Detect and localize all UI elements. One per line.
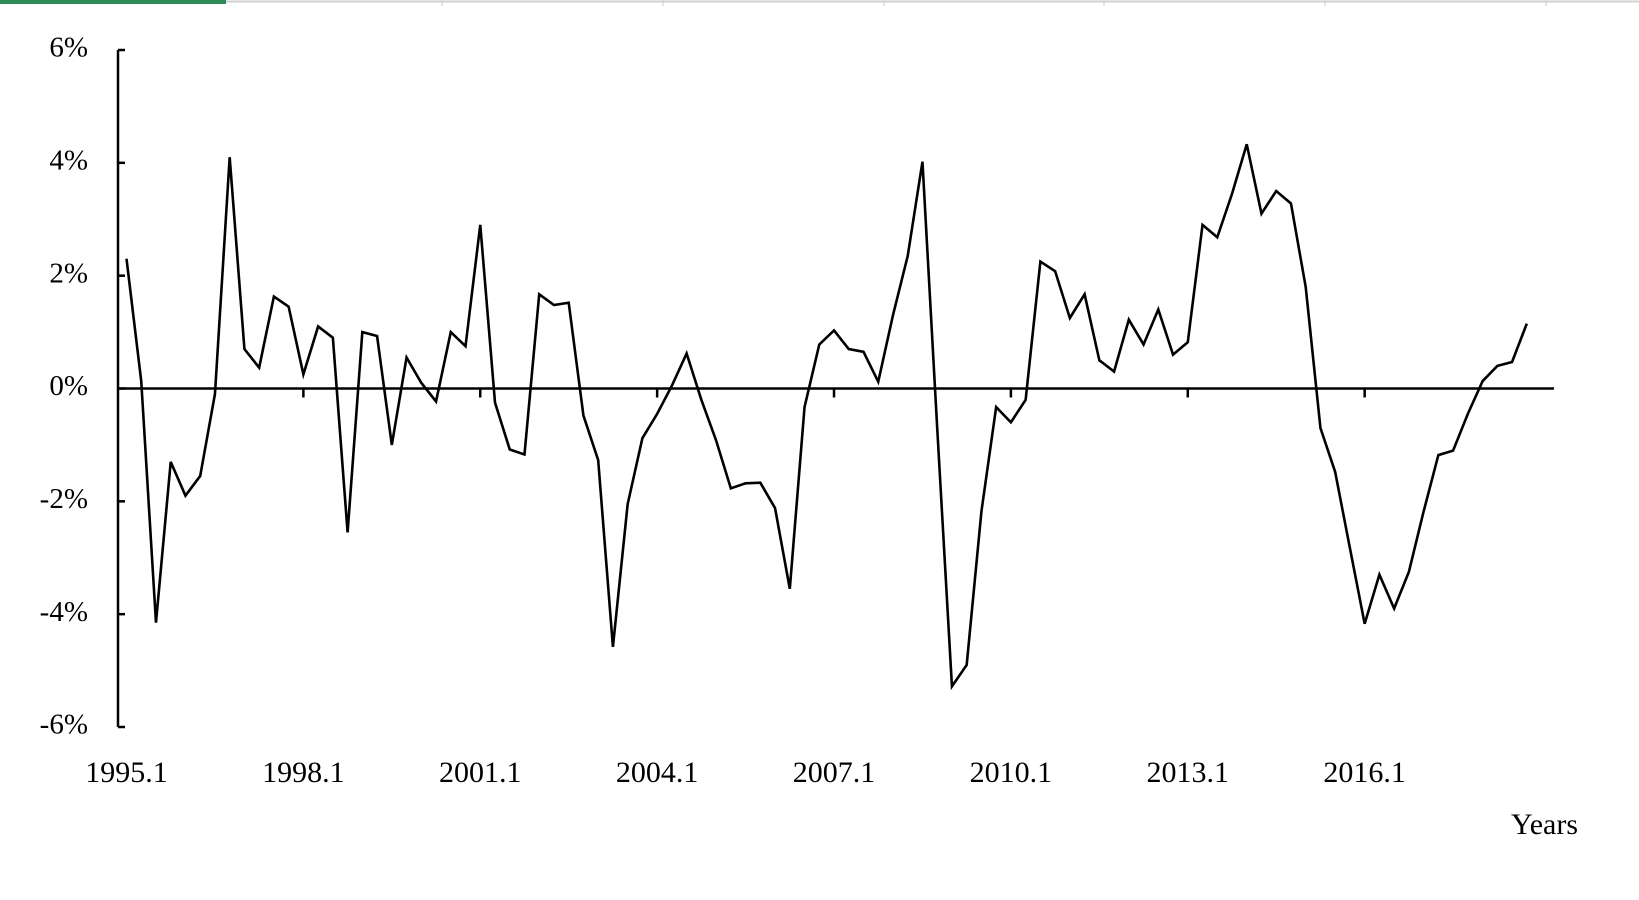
y-tick-label: 0% <box>49 370 88 402</box>
x-tick-label: 2016.1 <box>1323 756 1406 789</box>
y-tick-label: -2% <box>40 483 88 515</box>
x-axis-title: Years <box>1511 808 1578 841</box>
y-tick-label: 4% <box>49 144 88 176</box>
x-tick-label: 2013.1 <box>1147 756 1230 789</box>
y-tick-label: 2% <box>49 257 88 289</box>
x-tick-label: 2001.1 <box>439 756 522 789</box>
x-tick-label: 1995.1 <box>85 756 168 789</box>
y-tick-label: 6% <box>49 32 88 64</box>
x-tick-label: 2007.1 <box>793 756 876 789</box>
data-line <box>125 143 1529 691</box>
x-tick-label: 1998.1 <box>262 756 345 789</box>
x-tick-label: 2010.1 <box>970 756 1053 789</box>
active-tab <box>0 0 226 4</box>
tab-strip <box>0 0 1639 6</box>
x-tick-label: 2004.1 <box>616 756 699 789</box>
y-tick-label: -6% <box>40 709 88 741</box>
y-tick-label: -4% <box>40 596 88 628</box>
